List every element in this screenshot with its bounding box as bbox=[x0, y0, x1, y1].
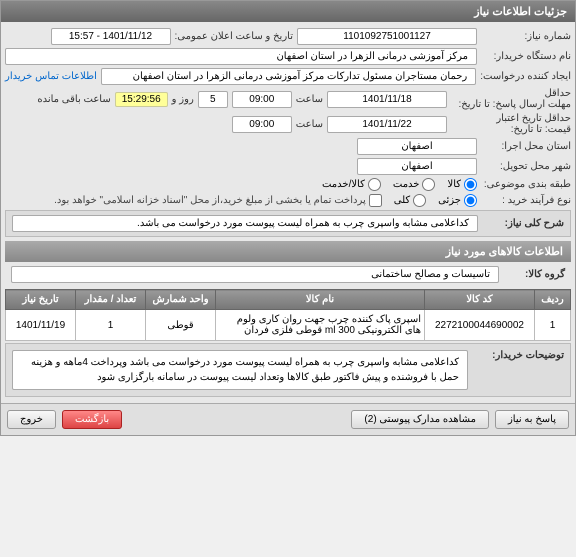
row-buyer: نام دستگاه خریدار: مرکز آموزشی درمانی ال… bbox=[5, 48, 571, 65]
row-group: گروه کالا: تاسیسات و مصالح ساختمانی bbox=[5, 262, 571, 287]
radio-partial-input[interactable] bbox=[464, 194, 477, 207]
cell-unit: قوطی bbox=[146, 310, 216, 341]
radio-service-label: خدمت bbox=[393, 179, 420, 190]
need-details-panel: جزئیات اطلاعات نیاز شماره نیاز: 11010927… bbox=[0, 0, 576, 436]
remain-label: ساعت باقی مانده bbox=[37, 94, 110, 105]
attachments-button[interactable]: مشاهده مدارک پیوستی (2) bbox=[351, 410, 489, 429]
cell-code: 2272100044690002 bbox=[425, 310, 535, 341]
th-name: نام کالا bbox=[216, 290, 425, 310]
valid-time-value: 09:00 bbox=[232, 116, 292, 133]
deadline-label: حداقل مهلت ارسال پاسخ: تا تاریخ: bbox=[451, 88, 571, 110]
time-label-1: ساعت bbox=[296, 94, 323, 105]
row-need-number: شماره نیاز: 1101092751001127 تاریخ و ساع… bbox=[5, 28, 571, 45]
time-label-2: ساعت bbox=[296, 119, 323, 130]
exec-loc-value: اصفهان bbox=[357, 138, 477, 155]
exec-loc-label: استان محل اجرا: bbox=[481, 141, 571, 152]
deadline-time-value: 09:00 bbox=[232, 91, 292, 108]
need-no-label: شماره نیاز: bbox=[481, 31, 571, 42]
cell-name: اسپری پاک کننده چرب جهت روان کاری ولوم ه… bbox=[216, 310, 425, 341]
row-delivery-location: شهر محل تحویل: اصفهان bbox=[5, 158, 571, 175]
buyer-label: نام دستگاه خریدار: bbox=[481, 51, 571, 62]
reply-button[interactable]: پاسخ به نیاز bbox=[495, 410, 569, 429]
notes-label: توضیحات خریدار: bbox=[474, 350, 564, 390]
table-header-row: ردیف کد کالا نام کالا واحد شمارش تعداد /… bbox=[6, 290, 571, 310]
th-unit: واحد شمارش bbox=[146, 290, 216, 310]
radio-service-input[interactable] bbox=[422, 178, 435, 191]
need-no-value: 1101092751001127 bbox=[297, 28, 477, 45]
cell-date: 1401/11/19 bbox=[6, 310, 76, 341]
radio-goods[interactable]: کالا bbox=[447, 178, 477, 191]
footer-buttons: پاسخ به نیاز مشاهده مدارک پیوستی (2) باز… bbox=[1, 403, 575, 435]
radio-goods-input[interactable] bbox=[464, 178, 477, 191]
checkbox-treasury-input[interactable] bbox=[369, 194, 382, 207]
form-body: شماره نیاز: 1101092751001127 تاریخ و ساع… bbox=[1, 22, 575, 403]
radio-full-label: کلی bbox=[394, 195, 410, 206]
radio-both[interactable]: کالا/خدمت bbox=[322, 178, 381, 191]
days-value: 5 bbox=[198, 91, 228, 108]
timer-value: 15:29:56 bbox=[115, 92, 168, 107]
table-row[interactable]: 1 2272100044690002 اسپری پاک کننده چرب ج… bbox=[6, 310, 571, 341]
valid-label-1: حداقل تاریخ اعتبار bbox=[496, 113, 571, 124]
cell-qty: 1 bbox=[76, 310, 146, 341]
category-radios: کالا خدمت کالا/خدمت bbox=[322, 178, 477, 191]
items-section-title: اطلاعات کالاهای مورد نیاز bbox=[5, 241, 571, 262]
checkbox-treasury[interactable]: پرداخت تمام یا بخشی از مبلغ خرید،از محل … bbox=[54, 194, 382, 207]
process-radios: جزئی کلی پرداخت تمام یا بخشی از مبلغ خری… bbox=[54, 194, 477, 207]
row-process: نوع فرآیند خرید : جزئی کلی پرداخت تمام ی… bbox=[5, 194, 571, 207]
deliv-loc-label: شهر محل تحویل: bbox=[481, 161, 571, 172]
creator-label: ایجاد کننده درخواست: bbox=[480, 71, 571, 82]
desc-label: شرح کلی نیاز: bbox=[484, 218, 564, 229]
radio-service[interactable]: خدمت bbox=[393, 178, 436, 191]
radio-both-input[interactable] bbox=[368, 178, 381, 191]
th-code: کد کالا bbox=[425, 290, 535, 310]
exit-button[interactable]: خروج bbox=[7, 410, 56, 429]
group-value: تاسیسات و مصالح ساختمانی bbox=[11, 266, 499, 283]
radio-partial-label: جزئی bbox=[438, 195, 461, 206]
deadline-label-1: حداقل bbox=[544, 88, 571, 99]
buyer-value: مرکز آموزشی درمانی الزهرا در استان اصفها… bbox=[5, 48, 477, 65]
radio-full-input[interactable] bbox=[413, 194, 426, 207]
th-row: ردیف bbox=[535, 290, 571, 310]
cat-label: طبقه بندی موضوعی: bbox=[481, 179, 571, 190]
row-exec-location: استان محل اجرا: اصفهان bbox=[5, 138, 571, 155]
valid-label-2: قیمت: تا تاریخ: bbox=[511, 124, 571, 135]
buyer-notes: توضیحات خریدار: کداعلامی مشابه واسپری چر… bbox=[5, 343, 571, 397]
proc-label: نوع فرآیند خرید : bbox=[481, 195, 571, 206]
th-date: تاریخ نیاز bbox=[6, 290, 76, 310]
radio-goods-label: کالا bbox=[447, 179, 461, 190]
row-description: شرح کلی نیاز: کداعلامی مشابه واسپری چرب … bbox=[5, 210, 571, 237]
cell-row: 1 bbox=[535, 310, 571, 341]
valid-date-value: 1401/11/22 bbox=[327, 116, 447, 133]
deadline-date-value: 1401/11/18 bbox=[327, 91, 447, 108]
row-deadline: حداقل مهلت ارسال پاسخ: تا تاریخ: 1401/11… bbox=[5, 88, 571, 110]
row-creator: ایجاد کننده درخواست: رحمان مستاجران مسئو… bbox=[5, 68, 571, 85]
panel-title: جزئیات اطلاعات نیاز bbox=[1, 1, 575, 22]
desc-value: کداعلامی مشابه واسپری چرب به همراه لیست … bbox=[12, 215, 478, 232]
items-table: ردیف کد کالا نام کالا واحد شمارش تعداد /… bbox=[5, 289, 571, 341]
group-label: گروه کالا: bbox=[505, 269, 565, 280]
th-qty: تعداد / مقدار bbox=[76, 290, 146, 310]
radio-both-label: کالا/خدمت bbox=[322, 179, 365, 190]
deadline-label-2: مهلت ارسال پاسخ: تا تاریخ: bbox=[459, 99, 571, 110]
row-category: طبقه بندی موضوعی: کالا خدمت کالا/خدمت bbox=[5, 178, 571, 191]
radio-full[interactable]: کلی bbox=[394, 194, 426, 207]
deliv-loc-value: اصفهان bbox=[357, 158, 477, 175]
valid-label: حداقل تاریخ اعتبار قیمت: تا تاریخ: bbox=[451, 113, 571, 135]
back-button[interactable]: بازگشت bbox=[62, 410, 122, 429]
pub-date-label: تاریخ و ساعت اعلان عمومی: bbox=[175, 31, 294, 42]
days-label: روز و bbox=[172, 94, 194, 105]
contact-link[interactable]: اطلاعات تماس خریدار bbox=[5, 71, 97, 82]
proc-note: پرداخت تمام یا بخشی از مبلغ خرید،از محل … bbox=[54, 195, 366, 206]
row-validity: حداقل تاریخ اعتبار قیمت: تا تاریخ: 1401/… bbox=[5, 113, 571, 135]
creator-value: رحمان مستاجران مسئول تدارکات مرکز آموزشی… bbox=[101, 68, 476, 85]
notes-value: کداعلامی مشابه واسپری چرب به همراه لیست … bbox=[12, 350, 468, 390]
radio-partial[interactable]: جزئی bbox=[438, 194, 477, 207]
pub-date-value: 1401/11/12 - 15:57 bbox=[51, 28, 171, 45]
